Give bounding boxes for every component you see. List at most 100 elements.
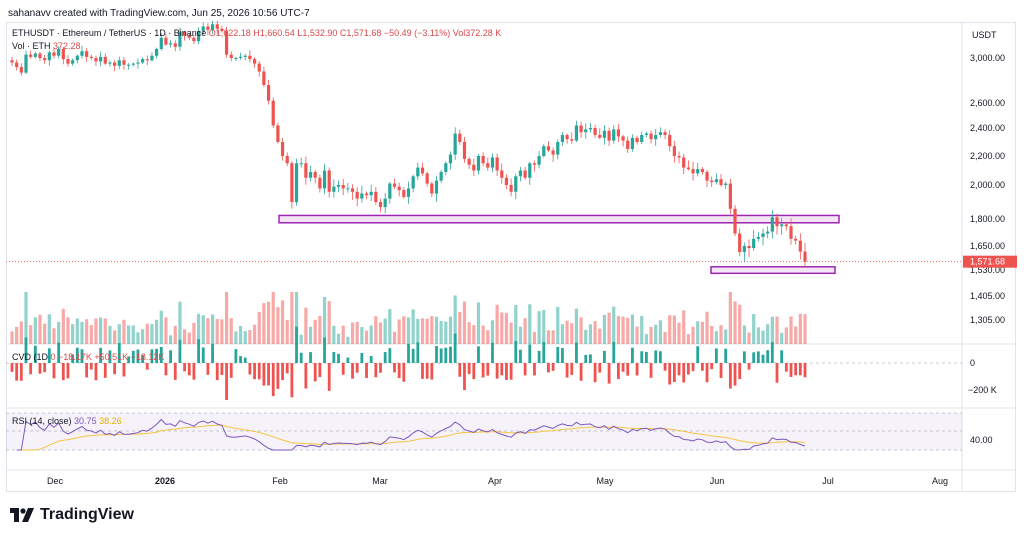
candle-body (430, 183, 434, 194)
candle-body (444, 163, 448, 172)
volume-bar (369, 325, 373, 344)
candle-body (658, 132, 662, 135)
cvd-bar (393, 363, 396, 373)
candle-body (700, 169, 704, 172)
cvd-bar (486, 363, 490, 376)
volume-legend[interactable]: Vol · ETH 372.28 (12, 41, 81, 51)
candle-body (52, 52, 56, 56)
candle-body (803, 251, 807, 262)
cvd-legend[interactable]: CVD (1D 0 −18.17K +50.51K −18.12K (12, 352, 164, 362)
cvd-bar (360, 352, 364, 363)
candle-body (280, 142, 285, 156)
cvd-bar (491, 342, 494, 363)
candle-body (336, 185, 341, 187)
candle-body (607, 130, 611, 141)
candle-body (598, 135, 602, 138)
cvd-bar (52, 363, 56, 379)
volume-bar (33, 317, 37, 344)
candle-body (341, 185, 345, 189)
candle-body (201, 26, 205, 31)
cvd-bar (658, 351, 662, 363)
cvd-bar (211, 343, 214, 363)
candle-body (262, 71, 266, 85)
volume-bar (192, 322, 196, 344)
cvd-bar (192, 363, 196, 380)
cvd-bar (458, 363, 462, 377)
volume-bar (738, 304, 742, 344)
cvd-bar (789, 363, 793, 377)
cvd-bar (728, 363, 732, 389)
cvd-bar (234, 349, 238, 363)
candle-body (453, 133, 457, 155)
cvd-bar (388, 348, 392, 363)
cvd-bar (556, 347, 560, 363)
cvd-bar (33, 345, 37, 363)
cvd-bar (15, 363, 19, 381)
candle-body (71, 60, 75, 64)
time-tick-label: Aug (932, 476, 948, 486)
volume-bar (444, 321, 448, 344)
cvd-bar (262, 363, 266, 386)
volume-bar (136, 332, 140, 344)
cvd-bar (75, 347, 79, 363)
candle-body (532, 163, 537, 165)
candle-body (29, 54, 33, 57)
candle-body (476, 156, 481, 171)
volume-bar (420, 318, 425, 344)
candle-body (169, 43, 173, 45)
cvd-bar (285, 363, 289, 374)
candle-body (290, 163, 294, 202)
cvd-bar (136, 349, 140, 363)
cvd-bar (416, 342, 420, 363)
candle-body (150, 55, 154, 61)
cvd-bar (472, 363, 476, 380)
cvd-bar (113, 363, 117, 375)
candle-body (117, 60, 121, 66)
candle-body (364, 193, 369, 196)
cvd-bar (481, 363, 485, 378)
candle-body (252, 59, 257, 64)
volume-bar (747, 332, 751, 344)
cvd-bar (537, 350, 541, 363)
cvd-bar (439, 348, 443, 363)
cvd-bar (635, 363, 639, 376)
candle-body (574, 125, 579, 141)
candle-body (425, 173, 429, 184)
cvd-bar (500, 363, 504, 376)
candle-body (518, 170, 523, 177)
cvd-bar (355, 363, 359, 373)
cvd-bar (201, 347, 205, 363)
candle-body (546, 146, 551, 151)
cvd-bar (505, 363, 508, 380)
volume-bar (150, 324, 154, 344)
volume-bar (458, 312, 462, 344)
cvd-bar (85, 363, 89, 378)
symbol-legend[interactable]: ETHUSDT · Ethereum / TetherUS · 1D · Bin… (12, 28, 501, 38)
cvd-bar (705, 363, 709, 383)
volume-bar (560, 324, 565, 344)
price-tick-label: 1,305.00 (970, 315, 1005, 325)
volume-bar (719, 325, 723, 344)
time-tick-label: Apr (488, 476, 502, 486)
cvd-bar (323, 337, 326, 363)
volume-bar (299, 334, 303, 344)
volume-bar (696, 321, 700, 344)
volume-bar (658, 320, 662, 344)
cvd-bar (117, 343, 121, 363)
candle-body (215, 24, 219, 29)
rsi-legend[interactable]: RSI (14, close) 30.75 38.26 (12, 416, 122, 426)
cvd-bar (66, 363, 70, 379)
candle-body (127, 64, 131, 66)
volume-bar (308, 326, 313, 344)
candle-body (224, 31, 229, 55)
candle-body (481, 156, 485, 164)
rsi-tick-label: 40.00 (970, 435, 993, 445)
candle-body (556, 142, 560, 155)
candle-body (798, 240, 802, 252)
candle-body (528, 163, 532, 178)
time-tick-label: Dec (47, 476, 64, 486)
candle-body (94, 58, 98, 62)
candle-body (490, 157, 495, 168)
candle-body (602, 130, 607, 138)
